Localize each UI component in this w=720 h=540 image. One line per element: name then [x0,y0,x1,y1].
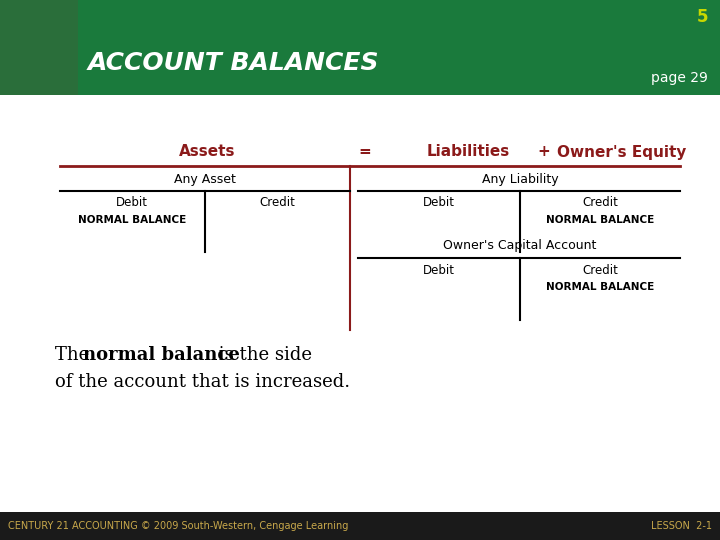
Text: Assets: Assets [179,145,235,159]
Text: page 29: page 29 [651,71,708,85]
Text: Credit: Credit [582,264,618,276]
Text: The: The [55,346,95,364]
Text: +: + [538,145,550,159]
Text: Liabilities: Liabilities [426,145,510,159]
Text: 5: 5 [696,8,708,26]
Text: normal balance: normal balance [83,346,240,364]
Text: NORMAL BALANCE: NORMAL BALANCE [78,215,186,225]
Text: of the account that is increased.: of the account that is increased. [55,373,350,391]
Text: Credit: Credit [259,197,295,210]
Text: Owner's Equity: Owner's Equity [557,145,687,159]
Text: Debit: Debit [423,264,455,276]
Text: ACCOUNT BALANCES: ACCOUNT BALANCES [88,51,379,75]
Text: CENTURY 21 ACCOUNTING © 2009 South-Western, Cengage Learning: CENTURY 21 ACCOUNTING © 2009 South-Weste… [8,521,348,531]
Text: is the side: is the side [213,346,312,364]
Text: =: = [359,145,372,159]
Text: Credit: Credit [582,197,618,210]
Bar [0,0,720,95]
Text: Any Asset: Any Asset [174,173,236,186]
Text: NORMAL BALANCE: NORMAL BALANCE [546,282,654,292]
Bar [0,512,720,540]
Text: LESSON  2-1: LESSON 2-1 [651,521,712,531]
Text: Owner's Capital Account: Owner's Capital Account [444,239,597,252]
Text: Debit: Debit [116,197,148,210]
Text: Debit: Debit [423,197,455,210]
Bar [0,0,78,95]
Text: Any Liability: Any Liability [482,173,558,186]
Text: NORMAL BALANCE: NORMAL BALANCE [546,215,654,225]
